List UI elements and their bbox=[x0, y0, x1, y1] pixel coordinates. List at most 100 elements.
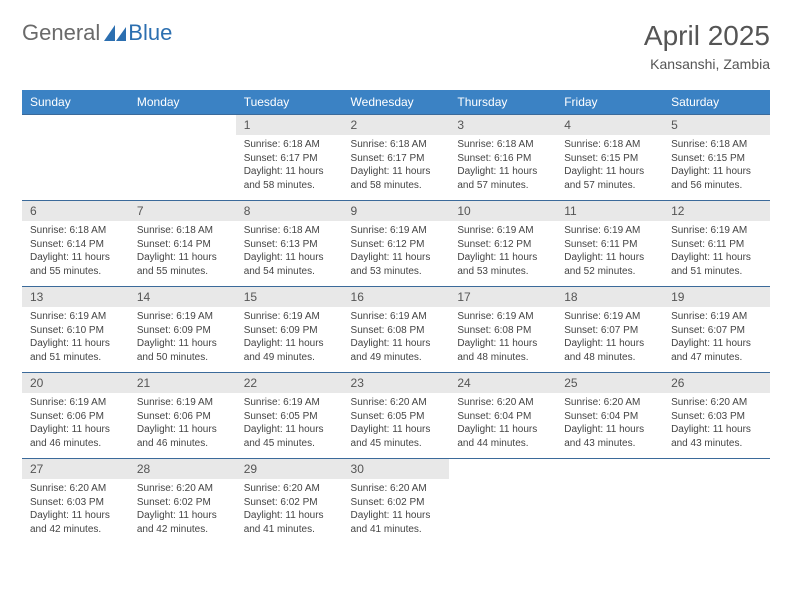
day-ss: Sunset: 6:12 PM bbox=[457, 238, 548, 252]
day-sr: Sunrise: 6:20 AM bbox=[137, 482, 228, 496]
day-info: Sunrise: 6:20 AMSunset: 6:03 PMDaylight:… bbox=[663, 393, 770, 454]
day-dl: Daylight: 11 hours and 46 minutes. bbox=[137, 423, 228, 450]
calendar-day-cell: 15Sunrise: 6:19 AMSunset: 6:09 PMDayligh… bbox=[236, 287, 343, 373]
day-number: 23 bbox=[343, 373, 450, 393]
day-dl: Daylight: 11 hours and 56 minutes. bbox=[671, 165, 762, 192]
day-sr: Sunrise: 6:19 AM bbox=[30, 396, 121, 410]
day-number: 9 bbox=[343, 201, 450, 221]
day-number: 21 bbox=[129, 373, 236, 393]
day-info: Sunrise: 6:20 AMSunset: 6:04 PMDaylight:… bbox=[556, 393, 663, 454]
day-ss: Sunset: 6:03 PM bbox=[30, 496, 121, 510]
day-dl: Daylight: 11 hours and 45 minutes. bbox=[244, 423, 335, 450]
day-dl: Daylight: 11 hours and 43 minutes. bbox=[671, 423, 762, 450]
day-number: 28 bbox=[129, 459, 236, 479]
day-info: Sunrise: 6:19 AMSunset: 6:06 PMDaylight:… bbox=[22, 393, 129, 454]
day-number: 11 bbox=[556, 201, 663, 221]
calendar-day-cell: 26Sunrise: 6:20 AMSunset: 6:03 PMDayligh… bbox=[663, 373, 770, 459]
calendar-table: SundayMondayTuesdayWednesdayThursdayFrid… bbox=[22, 90, 770, 545]
day-ss: Sunset: 6:09 PM bbox=[244, 324, 335, 338]
calendar-day-cell: 16Sunrise: 6:19 AMSunset: 6:08 PMDayligh… bbox=[343, 287, 450, 373]
day-sr: Sunrise: 6:20 AM bbox=[564, 396, 655, 410]
day-info: Sunrise: 6:18 AMSunset: 6:16 PMDaylight:… bbox=[449, 135, 556, 196]
sail-icon bbox=[104, 25, 126, 41]
day-dl: Daylight: 11 hours and 43 minutes. bbox=[564, 423, 655, 450]
day-ss: Sunset: 6:16 PM bbox=[457, 152, 548, 166]
day-sr: Sunrise: 6:18 AM bbox=[244, 224, 335, 238]
calendar-week-row: 13Sunrise: 6:19 AMSunset: 6:10 PMDayligh… bbox=[22, 287, 770, 373]
day-ss: Sunset: 6:02 PM bbox=[351, 496, 442, 510]
day-dl: Daylight: 11 hours and 55 minutes. bbox=[137, 251, 228, 278]
day-number: 16 bbox=[343, 287, 450, 307]
calendar-day-cell: . bbox=[449, 459, 556, 545]
weekday-header: Friday bbox=[556, 90, 663, 115]
day-sr: Sunrise: 6:18 AM bbox=[244, 138, 335, 152]
day-info: Sunrise: 6:19 AMSunset: 6:12 PMDaylight:… bbox=[343, 221, 450, 282]
day-ss: Sunset: 6:17 PM bbox=[351, 152, 442, 166]
day-number: 2 bbox=[343, 115, 450, 135]
day-sr: Sunrise: 6:18 AM bbox=[457, 138, 548, 152]
calendar-week-row: 20Sunrise: 6:19 AMSunset: 6:06 PMDayligh… bbox=[22, 373, 770, 459]
calendar-day-cell: 8Sunrise: 6:18 AMSunset: 6:13 PMDaylight… bbox=[236, 201, 343, 287]
day-info: Sunrise: 6:18 AMSunset: 6:15 PMDaylight:… bbox=[663, 135, 770, 196]
calendar-day-cell: 30 Sunrise: 6:20 AMSunset: 6:02 PMDayligh… bbox=[343, 459, 450, 545]
day-number: 15 bbox=[236, 287, 343, 307]
day-dl: Daylight: 11 hours and 51 minutes. bbox=[671, 251, 762, 278]
calendar-day-cell: 25Sunrise: 6:20 AMSunset: 6:04 PMDayligh… bbox=[556, 373, 663, 459]
day-ss: Sunset: 6:14 PM bbox=[30, 238, 121, 252]
day-info: Sunrise: 6:18 AMSunset: 6:17 PMDaylight:… bbox=[236, 135, 343, 196]
calendar-day-cell: 17Sunrise: 6:19 AMSunset: 6:08 PMDayligh… bbox=[449, 287, 556, 373]
weekday-header: Tuesday bbox=[236, 90, 343, 115]
day-dl: Daylight: 11 hours and 57 minutes. bbox=[457, 165, 548, 192]
day-dl: Daylight: 11 hours and 42 minutes. bbox=[30, 509, 121, 536]
day-dl: Daylight: 11 hours and 47 minutes. bbox=[671, 337, 762, 364]
day-info: Sunrise: 6:18 AMSunset: 6:14 PMDaylight:… bbox=[22, 221, 129, 282]
day-number: 5 bbox=[663, 115, 770, 135]
day-ss: Sunset: 6:09 PM bbox=[137, 324, 228, 338]
day-sr: Sunrise: 6:18 AM bbox=[564, 138, 655, 152]
title-block: April 2025 Kansanshi, Zambia bbox=[644, 20, 770, 72]
weekday-header: Wednesday bbox=[343, 90, 450, 115]
calendar-day-cell: 1Sunrise: 6:18 AMSunset: 6:17 PMDaylight… bbox=[236, 115, 343, 201]
calendar-day-cell: 18Sunrise: 6:19 AMSunset: 6:07 PMDayligh… bbox=[556, 287, 663, 373]
day-dl: Daylight: 11 hours and 57 minutes. bbox=[564, 165, 655, 192]
calendar-day-cell: 11Sunrise: 6:19 AMSunset: 6:11 PMDayligh… bbox=[556, 201, 663, 287]
calendar-day-cell: 2Sunrise: 6:18 AMSunset: 6:17 PMDaylight… bbox=[343, 115, 450, 201]
calendar-day-cell: 20Sunrise: 6:19 AMSunset: 6:06 PMDayligh… bbox=[22, 373, 129, 459]
day-number: 22 bbox=[236, 373, 343, 393]
calendar-day-cell: 21Sunrise: 6:19 AMSunset: 6:06 PMDayligh… bbox=[129, 373, 236, 459]
day-sr: Sunrise: 6:20 AM bbox=[351, 482, 442, 496]
calendar-day-cell: 6Sunrise: 6:18 AMSunset: 6:14 PMDaylight… bbox=[22, 201, 129, 287]
day-sr: Sunrise: 6:18 AM bbox=[137, 224, 228, 238]
day-ss: Sunset: 6:05 PM bbox=[244, 410, 335, 424]
calendar-day-cell: 5Sunrise: 6:18 AMSunset: 6:15 PMDaylight… bbox=[663, 115, 770, 201]
day-info: Sunrise: 6:18 AMSunset: 6:14 PMDaylight:… bbox=[129, 221, 236, 282]
calendar-day-cell: 28Sunrise: 6:20 AMSunset: 6:02 PMDayligh… bbox=[129, 459, 236, 545]
day-dl: Daylight: 11 hours and 58 minutes. bbox=[244, 165, 335, 192]
day-ss: Sunset: 6:12 PM bbox=[351, 238, 442, 252]
calendar-day-cell: 14Sunrise: 6:19 AMSunset: 6:09 PMDayligh… bbox=[129, 287, 236, 373]
day-ss: Sunset: 6:15 PM bbox=[564, 152, 655, 166]
day-ss: Sunset: 6:02 PM bbox=[244, 496, 335, 510]
weekday-header: Sunday bbox=[22, 90, 129, 115]
day-number: 30 bbox=[343, 459, 450, 479]
day-number: 17 bbox=[449, 287, 556, 307]
header: General Blue April 2025 Kansanshi, Zambi… bbox=[22, 20, 770, 72]
day-info: Sunrise: 6:19 AMSunset: 6:09 PMDaylight:… bbox=[129, 307, 236, 368]
day-number: 4 bbox=[556, 115, 663, 135]
day-dl: Daylight: 11 hours and 55 minutes. bbox=[30, 251, 121, 278]
day-number: 8 bbox=[236, 201, 343, 221]
day-dl: Daylight: 11 hours and 41 minutes. bbox=[244, 509, 335, 536]
day-number: 7 bbox=[129, 201, 236, 221]
calendar-body: .. 1Sunrise: 6:18 AMSunset: 6:17 PMDaylig… bbox=[22, 115, 770, 545]
day-ss: Sunset: 6:15 PM bbox=[671, 152, 762, 166]
calendar-day-cell: 12Sunrise: 6:19 AMSunset: 6:11 PMDayligh… bbox=[663, 201, 770, 287]
calendar-day-cell: 13Sunrise: 6:19 AMSunset: 6:10 PMDayligh… bbox=[22, 287, 129, 373]
day-info: Sunrise: 6:19 AMSunset: 6:09 PMDaylight:… bbox=[236, 307, 343, 368]
calendar-day-cell: 7Sunrise: 6:18 AMSunset: 6:14 PMDaylight… bbox=[129, 201, 236, 287]
day-number: 3 bbox=[449, 115, 556, 135]
day-dl: Daylight: 11 hours and 48 minutes. bbox=[564, 337, 655, 364]
day-dl: Daylight: 11 hours and 41 minutes. bbox=[351, 509, 442, 536]
day-ss: Sunset: 6:06 PM bbox=[30, 410, 121, 424]
day-ss: Sunset: 6:11 PM bbox=[564, 238, 655, 252]
calendar-day-cell: . bbox=[556, 459, 663, 545]
